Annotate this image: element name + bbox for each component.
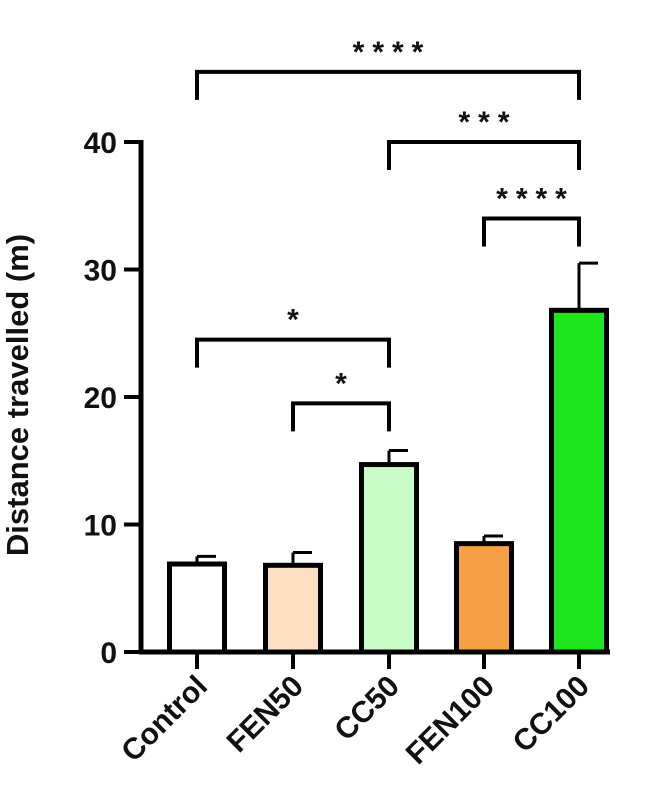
bar-cc100 [549, 307, 609, 655]
significance-label: * [287, 304, 307, 337]
x-tick-label: CC100 [507, 670, 596, 759]
y-ticks: 0 10 20 30 40 [84, 127, 141, 670]
significance-bracket [195, 337, 391, 368]
x-tick-label: CC50 [328, 670, 406, 748]
significance-brackets: ************* [195, 36, 581, 432]
bar-fen100 [454, 541, 514, 655]
y-tick-label: 30 [84, 255, 117, 288]
significance-label: **** [353, 36, 432, 69]
significance-bracket [195, 69, 581, 100]
significance-label: **** [496, 183, 575, 216]
x-tick-label: Control [115, 670, 214, 769]
y-tick-label: 10 [84, 510, 117, 543]
y-tick-label: 0 [100, 637, 117, 670]
significance-bracket [291, 401, 391, 432]
bar-cc50 [359, 462, 419, 655]
bar-fen50 [263, 562, 323, 655]
y-axis-title: Distance travelled (m) [0, 234, 35, 556]
x-tick-label: FEN50 [221, 670, 310, 759]
bar-control [167, 561, 227, 655]
significance-label: *** [458, 106, 517, 139]
y-tick-label: 20 [84, 382, 117, 415]
x-tick-label: FEN100 [400, 670, 501, 771]
bars [167, 261, 609, 655]
significance-bracket [482, 216, 581, 247]
significance-label: * [335, 367, 355, 400]
significance-bracket [387, 140, 581, 170]
y-tick-label: 40 [84, 127, 117, 160]
